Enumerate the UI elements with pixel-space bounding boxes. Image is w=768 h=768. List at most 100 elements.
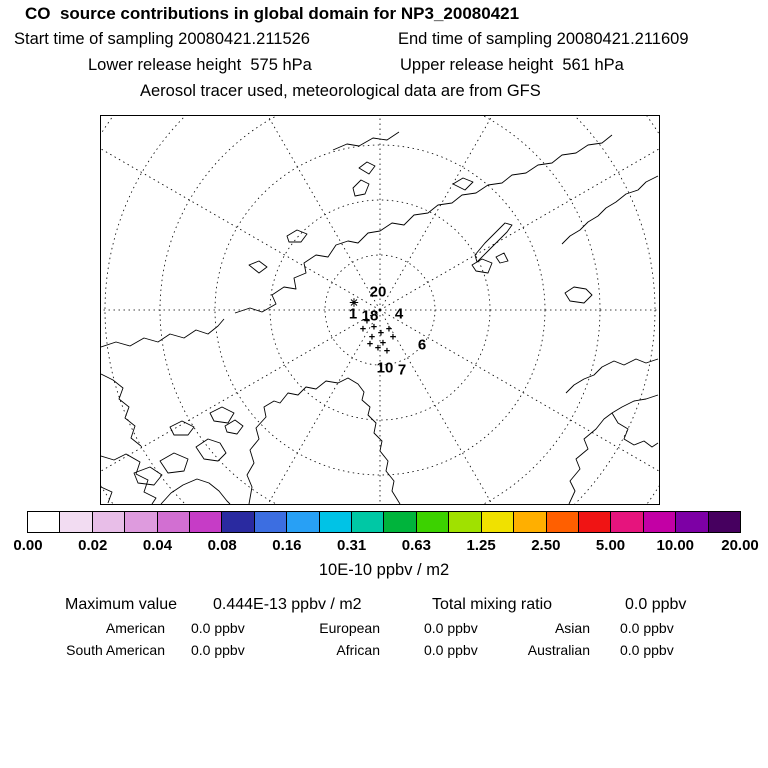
coastline-canada — [100, 486, 113, 504]
region-label: African — [336, 642, 380, 658]
colorbar-cell — [351, 512, 384, 532]
map-point-label: 10 — [376, 359, 394, 377]
coastline-island — [209, 406, 235, 424]
stats-line: Maximum value 0.444E-13 ppbv / m2 Total … — [0, 596, 768, 616]
trajectory-marker: + — [363, 315, 371, 328]
coastline-kola — [611, 412, 659, 448]
coastline-siberia — [234, 134, 613, 314]
colorbar-cell — [415, 512, 449, 532]
colorbar-cell — [189, 512, 222, 532]
colorbar-cell — [28, 512, 60, 532]
colorbar-cell — [91, 512, 125, 532]
trajectory-marker: + — [389, 331, 397, 344]
coastline-island — [195, 438, 227, 462]
total-mixing-ratio-label: Total mixing ratio — [432, 596, 553, 613]
colorbar-tick-label: 1.25 — [466, 537, 496, 554]
tracer-info-text: Aerosol tracer used, meteorological data… — [140, 82, 541, 100]
coastline-barents — [565, 358, 659, 394]
coastlines — [100, 131, 659, 505]
colorbar-tick-label: 20.00 — [721, 537, 759, 554]
map-point-label: 20 — [369, 283, 387, 301]
coastline-norway — [568, 394, 659, 505]
colorbar-tick-label: 5.00 — [595, 537, 626, 554]
colorbar-cell — [59, 512, 92, 532]
map-point-label: 4 — [394, 305, 404, 323]
start-time-text: Start time of sampling 20080421.211526 — [14, 30, 310, 48]
graticule-meridian — [379, 85, 768, 311]
total-mixing-ratio-value: 0.0 ppbv — [625, 596, 687, 613]
lower-release-text: Lower release height 575 hPa — [88, 56, 312, 74]
trajectory-marker: + — [368, 331, 376, 344]
trajectory-marker: + — [370, 321, 378, 334]
trajectory-marker: ✳ — [349, 297, 359, 310]
map-point-label: 18 — [361, 307, 379, 325]
coastline-island — [358, 161, 376, 175]
region-label: American — [105, 620, 165, 636]
trajectory-marker: + — [359, 323, 367, 336]
coastline-island — [159, 452, 189, 474]
colorbar-cell — [577, 512, 611, 532]
upper-release-text: Upper release height 561 hPa — [400, 56, 624, 74]
coastline-canada — [100, 453, 157, 505]
coastline-island — [133, 466, 163, 486]
colorbar-cell — [480, 512, 514, 532]
region-label: Asian — [554, 620, 590, 636]
coastline-iceland — [564, 286, 593, 304]
colorbar-tick-label: 0.16 — [272, 537, 302, 554]
colorbar-cell — [545, 512, 578, 532]
colorbar-cell — [318, 512, 352, 532]
colorbar-tick-label: 0.02 — [78, 537, 108, 554]
colorbar-cell — [253, 512, 287, 532]
region-value: 0.0 ppbv — [620, 642, 674, 658]
region-label: South American — [66, 642, 165, 658]
colorbar-cell — [383, 512, 416, 532]
coastline-alaska — [100, 318, 225, 348]
colorbar-cell — [642, 512, 676, 532]
region-value: 0.0 ppbv — [424, 642, 478, 658]
colorbar-unit-label: 10E-10 ppbv / m2 — [318, 561, 450, 579]
colorbar-cell — [610, 512, 643, 532]
page-title: CO source contributions in global domain… — [25, 4, 520, 23]
trajectory-marker: + — [366, 338, 374, 351]
region-value: 0.0 ppbv — [620, 620, 674, 636]
region-value: 0.0 ppbv — [191, 642, 245, 658]
max-value: 0.444E-13 ppbv / m2 — [213, 596, 362, 613]
colorbar-tick-label: 10.00 — [656, 537, 695, 554]
coastline-island — [352, 179, 370, 197]
coastline-island — [286, 229, 308, 243]
graticule-meridian — [379, 309, 768, 535]
coastline-alaska — [100, 373, 142, 447]
colorbar-cell — [156, 512, 190, 532]
map-point-overlay: 20 1 18 4 6 10 7 ✳ + + + + + + + + + + + — [101, 116, 659, 504]
colorbar-tick-label: 0.08 — [207, 537, 237, 554]
coastline-kara — [561, 175, 659, 245]
coastline-island — [169, 420, 195, 436]
colorbar-cell — [221, 512, 254, 532]
map-point-label: 1 — [348, 305, 358, 323]
colorbar — [27, 511, 741, 533]
coastline-novaya-zemlya — [474, 222, 513, 263]
coastline-baffin — [160, 478, 231, 505]
coastline-svalbard — [495, 252, 509, 264]
colorbar-tick-label: 0.31 — [337, 537, 367, 554]
coastline-taymyr — [332, 131, 400, 151]
trajectory-marker: + — [379, 337, 387, 350]
graticule-meridian — [0, 309, 381, 530]
colorbar-tick-row: 0.00 0.02 0.04 0.08 0.16 0.31 0.63 1.25 2.50 5.00… — [0, 537, 768, 555]
colorbar-cell — [513, 512, 546, 532]
coastline-island — [248, 260, 268, 274]
region-value: 0.0 ppbv — [191, 620, 245, 636]
trajectory-marker: + — [383, 345, 391, 358]
coastline-island — [452, 177, 474, 191]
end-time-text: End time of sampling 20080421.211609 — [398, 30, 689, 48]
region-contributions: American 0.0 ppbv European 0.0 ppbv Asia… — [0, 617, 768, 661]
colorbar-cell — [448, 512, 481, 532]
graticule-meridian — [0, 90, 381, 311]
trajectory-marker: + — [374, 342, 382, 355]
map-point-label: 7 — [397, 361, 407, 379]
colorbar-cell — [286, 512, 319, 532]
coastline-greenland — [246, 377, 401, 505]
region-label: Australian — [527, 642, 590, 658]
colorbar-tick-label: 0.63 — [401, 537, 431, 554]
